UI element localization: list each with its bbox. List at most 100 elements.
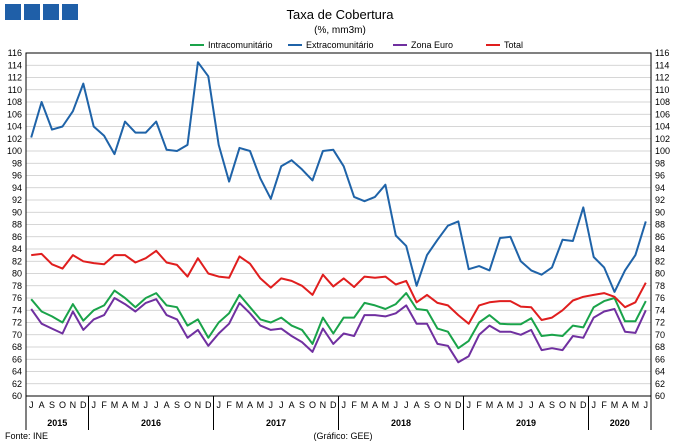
- x-tick-label: M: [111, 400, 119, 410]
- y-tick-label: 60: [12, 391, 22, 401]
- x-tick-label: M: [632, 400, 640, 410]
- y-tick-label-right: 90: [655, 207, 665, 217]
- y-axis-right: 60 62 64 66 68 70 72 74 76 78 80 82 84 86 88 90 92 94 96 98…: [655, 48, 670, 401]
- y-tick-label: 70: [12, 330, 22, 340]
- x-tick-label: A: [372, 400, 378, 410]
- y-tick-label-right: 88: [655, 220, 665, 230]
- y-tick-label: 98: [12, 158, 22, 168]
- y-tick-label: 102: [7, 134, 22, 144]
- series-line: [31, 249, 647, 325]
- y-tick-label: 86: [12, 232, 22, 242]
- gridlines: [26, 52, 651, 397]
- legend-label: Intracomunitário: [208, 40, 273, 50]
- x-tick-label: D: [455, 400, 462, 410]
- x-tick-label: S: [549, 400, 555, 410]
- year-label: 2019: [516, 418, 536, 428]
- year-label: 2016: [141, 418, 161, 428]
- y-tick-label: 96: [12, 171, 22, 181]
- y-tick-label-right: 64: [655, 367, 665, 377]
- x-tick-label: F: [476, 400, 482, 410]
- y-tick-label-right: 80: [655, 269, 665, 279]
- x-tick-label: M: [507, 400, 515, 410]
- y-tick-label-right: 94: [655, 183, 665, 193]
- legend: Intracomunitário Extracomunitário Zona Eur…: [190, 40, 523, 50]
- x-tick-label: J: [404, 400, 409, 410]
- y-tick-label: 90: [12, 207, 22, 217]
- x-tick-label: D: [580, 400, 587, 410]
- y-tick-label: 62: [12, 379, 22, 389]
- x-tick-label: F: [351, 400, 357, 410]
- y-tick-label: 82: [12, 256, 22, 266]
- source-note: Fonte: INE: [5, 431, 48, 441]
- x-tick-label: M: [361, 400, 369, 410]
- x-tick-label: J: [91, 400, 96, 410]
- x-tick-label: J: [529, 400, 534, 410]
- y-tick-label: 106: [7, 109, 22, 119]
- x-tick-label: N: [195, 400, 202, 410]
- y-tick-label: 84: [12, 244, 22, 254]
- y-tick-label: 88: [12, 220, 22, 230]
- y-tick-label: 100: [7, 146, 22, 156]
- series-layer: [30, 61, 647, 364]
- y-tick-label: 68: [12, 342, 22, 352]
- x-tick-label: M: [257, 400, 265, 410]
- y-tick-label-right: 112: [655, 73, 669, 83]
- y-tick-label: 80: [12, 269, 22, 279]
- year-label: 2018: [391, 418, 411, 428]
- y-tick-label: 76: [12, 293, 22, 303]
- legend-label: Extracomunitário: [306, 40, 374, 50]
- y-tick-label-right: 74: [655, 305, 665, 315]
- y-tick-label-right: 62: [655, 379, 665, 389]
- x-tick-label: S: [299, 400, 305, 410]
- y-tick-label-right: 104: [655, 122, 670, 132]
- x-tick-label: J: [216, 400, 221, 410]
- y-tick-label-right: 100: [655, 146, 670, 156]
- y-tick-label-right: 68: [655, 342, 665, 352]
- y-tick-label-right: 66: [655, 354, 665, 364]
- x-tick-label: M: [486, 400, 494, 410]
- x-tick-label: A: [289, 400, 295, 410]
- y-tick-label-right: 82: [655, 256, 665, 266]
- x-tick-label: M: [382, 400, 390, 410]
- x-tick-label: N: [570, 400, 577, 410]
- x-tick-label: F: [601, 400, 607, 410]
- x-tick-label: A: [497, 400, 503, 410]
- x-tick-label: N: [445, 400, 452, 410]
- y-tick-label: 66: [12, 354, 22, 364]
- x-tick-label: D: [80, 400, 87, 410]
- y-tick-label-right: 78: [655, 281, 665, 291]
- y-tick-label-right: 114: [655, 60, 669, 70]
- y-tick-label-right: 116: [655, 48, 669, 58]
- y-tick-label: 94: [12, 183, 22, 193]
- y-tick-label-right: 102: [655, 134, 670, 144]
- x-tick-label: D: [205, 400, 212, 410]
- x-tick-label: D: [330, 400, 337, 410]
- y-tick-label-right: 92: [655, 195, 665, 205]
- year-label: 2017: [266, 418, 286, 428]
- x-tick-label: J: [279, 400, 284, 410]
- y-tick-label-right: 84: [655, 244, 665, 254]
- y-tick-label-right: 72: [655, 318, 665, 328]
- x-tick-label: A: [622, 400, 628, 410]
- legend-label: Zona Euro: [411, 40, 453, 50]
- y-tick-label: 64: [12, 367, 22, 377]
- y-tick-label: 114: [8, 60, 22, 70]
- year-label: 2020: [610, 418, 630, 428]
- y-axis-left: 60 62 64 66 68 70 72 74 76 78 80 82 84 86 88 90 92 94 96 98…: [7, 48, 22, 401]
- x-tick-label: J: [269, 400, 274, 410]
- y-tick-label-right: 70: [655, 330, 665, 340]
- y-tick-label-right: 108: [655, 97, 670, 107]
- y-tick-label-right: 110: [655, 85, 669, 95]
- x-tick-label: N: [320, 400, 327, 410]
- y-tick-label-right: 98: [655, 158, 665, 168]
- logo: [5, 4, 78, 20]
- x-tick-label: M: [611, 400, 619, 410]
- x-tick-label: A: [164, 400, 170, 410]
- x-tick-label: O: [559, 400, 566, 410]
- x-tick-label: A: [539, 400, 545, 410]
- series-line: [30, 61, 647, 293]
- chart-subtitle: (%, mm3m): [314, 25, 366, 36]
- x-tick-label: S: [174, 400, 180, 410]
- y-tick-label: 108: [7, 97, 22, 107]
